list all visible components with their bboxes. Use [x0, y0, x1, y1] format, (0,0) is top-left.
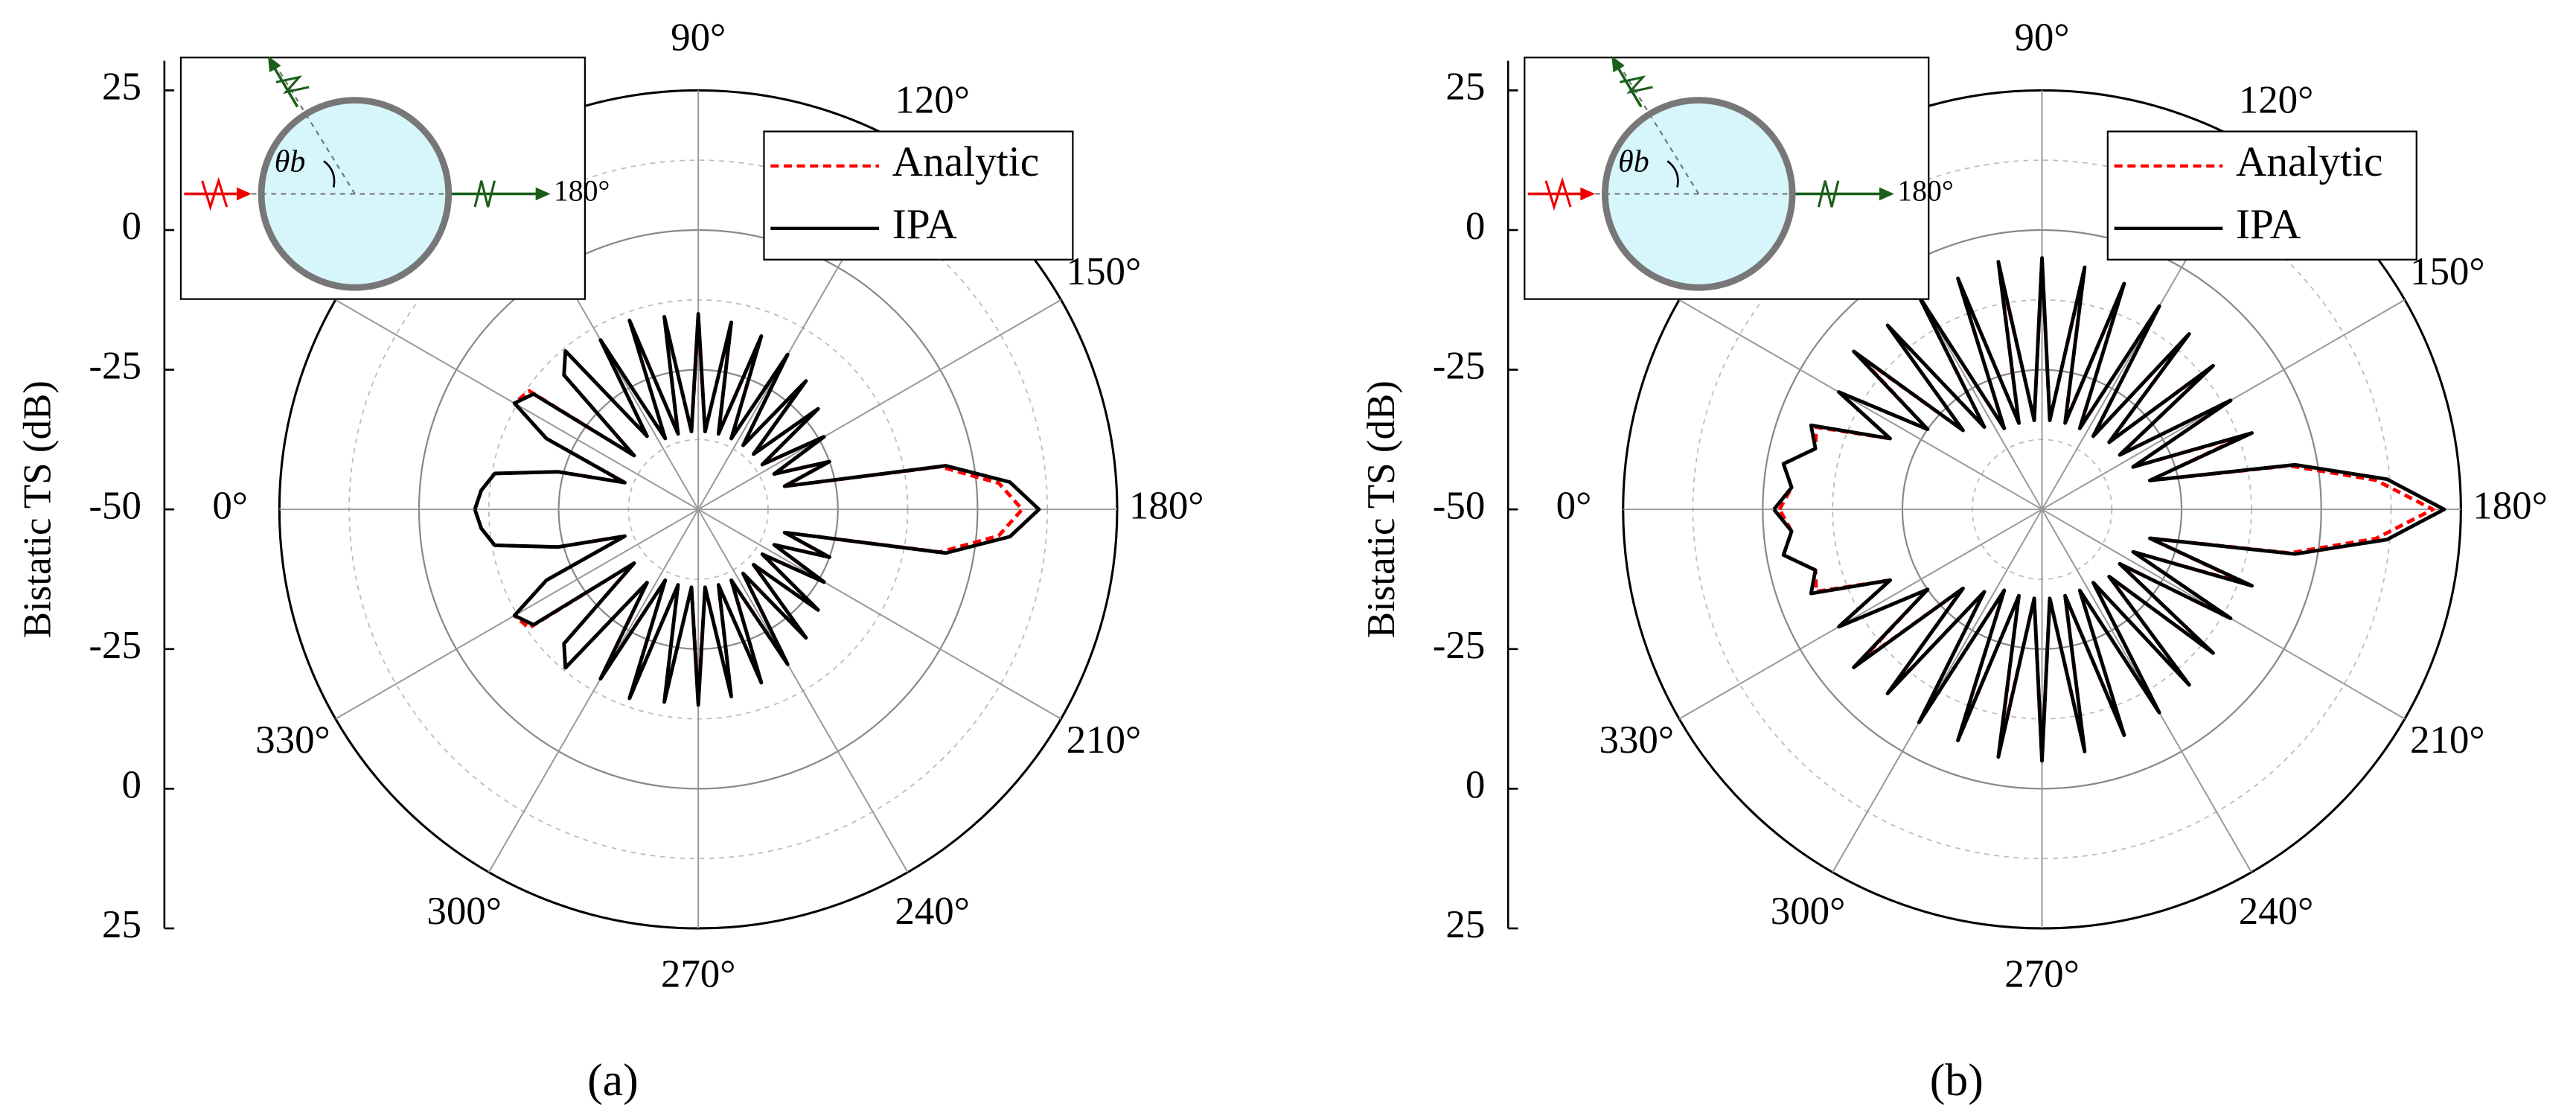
- incident-wave: [1544, 176, 1572, 211]
- scatter-head: [1611, 56, 1625, 73]
- forward-wave: [473, 180, 496, 208]
- inset-angle-label: θb: [1618, 144, 1649, 179]
- inset-direction-label: 180°: [1897, 175, 1953, 208]
- forward-head: [1879, 187, 1894, 201]
- legend-label: IPA: [2236, 201, 2301, 248]
- r-tick-label: -50: [89, 484, 141, 527]
- theta-tick-label: 330°: [255, 718, 330, 762]
- legend-box: [763, 130, 1074, 261]
- legend-box: [2106, 130, 2417, 261]
- spoke: [697, 509, 909, 873]
- r-tick-label: -50: [1433, 484, 1486, 527]
- polar-chart: 0°30°60°90°120°150°180°210°240°270°300°3…: [16, 16, 1204, 1106]
- theta-tick-label: 240°: [895, 890, 970, 933]
- r-tick-label: 25: [102, 66, 141, 109]
- theta-tick-label: 150°: [1067, 250, 1142, 293]
- r-tick-label: 25: [1445, 903, 1485, 946]
- polar-chart: 0°30°60°90°120°150°180°210°240°270°300°3…: [1360, 16, 2548, 1106]
- theta-tick-label: 210°: [1067, 718, 1142, 762]
- theta-tick-label: 180°: [2473, 484, 2548, 527]
- y-axis-title: Bistatic TS (dB): [16, 380, 60, 638]
- r-tick-label: 0: [121, 764, 141, 807]
- scatter-arrow: [269, 61, 299, 108]
- r-tick-label: -25: [1433, 345, 1486, 388]
- incident-head: [1580, 187, 1596, 201]
- panel-label: (b): [1930, 1055, 1984, 1106]
- theta-tick-label: 180°: [1129, 484, 1204, 527]
- panel-label: (a): [587, 1055, 639, 1106]
- theta-tick-label: 120°: [895, 79, 970, 122]
- r-tick-label: 0: [121, 205, 141, 248]
- theta-tick-label: 300°: [426, 890, 502, 933]
- r-tick-label: 25: [102, 903, 141, 946]
- incident-head: [236, 187, 252, 201]
- angle-arc: [1666, 160, 1679, 188]
- theta-tick-label: 270°: [2004, 952, 2080, 995]
- legend-label: Analytic: [892, 138, 1040, 185]
- theta-tick-label: 90°: [2014, 16, 2069, 59]
- theta-tick-label: 90°: [671, 16, 726, 59]
- r-tick-label: -25: [89, 624, 141, 667]
- scatter-head: [267, 56, 281, 73]
- theta-tick-label: 210°: [2410, 718, 2485, 762]
- spoke: [1678, 509, 2043, 720]
- inset-angle-label: θb: [275, 144, 306, 179]
- theta-tick-label: 240°: [2239, 890, 2314, 933]
- r-tick-label: 0: [1466, 764, 1485, 807]
- theta-tick-label: 150°: [2410, 250, 2485, 293]
- forward-wave: [1817, 180, 1840, 208]
- scatter-wave: [1620, 75, 1653, 95]
- theta-tick-label: 270°: [661, 952, 736, 995]
- scatter-wave: [275, 75, 310, 95]
- spoke: [1678, 299, 2043, 511]
- spoke: [697, 299, 1062, 511]
- y-axis-title: Bistatic TS (dB): [1360, 380, 1403, 638]
- r-tick-label: -25: [89, 345, 141, 388]
- legend-label: IPA: [892, 201, 958, 248]
- theta-tick-label: 330°: [1599, 718, 1674, 762]
- series-line: [473, 312, 1041, 707]
- r-tick-label: 0: [1466, 205, 1485, 248]
- theta-tick-label: 0°: [1556, 484, 1592, 527]
- r-tick-label: 25: [1445, 66, 1485, 109]
- forward-head: [535, 187, 551, 201]
- legend-label: Analytic: [2236, 138, 2383, 185]
- scatter-arrow: [1614, 61, 1643, 108]
- theta-tick-label: 120°: [2239, 79, 2314, 122]
- theta-tick-label: 0°: [212, 484, 248, 527]
- incident-wave: [201, 176, 228, 211]
- angle-arc: [323, 160, 336, 188]
- theta-tick-label: 300°: [1771, 890, 1846, 933]
- inset-direction-label: 180°: [554, 175, 610, 208]
- r-tick-label: -25: [1433, 624, 1486, 667]
- spoke: [697, 509, 1062, 720]
- spoke: [488, 509, 700, 873]
